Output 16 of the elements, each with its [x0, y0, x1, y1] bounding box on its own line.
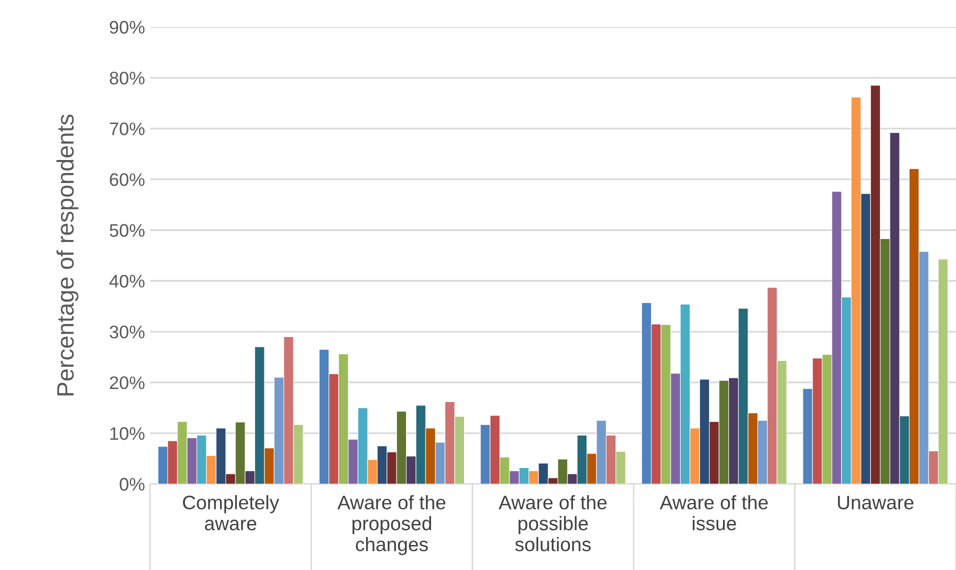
- y-tick-label: 60%: [110, 173, 144, 186]
- y-tick-label: 10%: [110, 427, 144, 440]
- y-tick-label: 40%: [109, 274, 144, 288]
- x-tick-label: Aware of the issue: [660, 495, 768, 530]
- y-tick-label: 0%: [120, 478, 144, 491]
- y-axis-title: Percentage of respondents: [56, 114, 78, 396]
- y-tick-label: 90%: [110, 20, 144, 34]
- x-tick-label: Aware of the proposed changes: [337, 495, 446, 556]
- y-tick-label: 80%: [110, 72, 144, 84]
- y-tick-label: 70%: [110, 122, 144, 136]
- x-tick-label: Unaware: [838, 496, 914, 510]
- x-tick-label: Aware of the possible solutions: [498, 495, 607, 552]
- y-tick-label: 50%: [110, 224, 144, 237]
- y-tick-label: 30%: [110, 326, 144, 338]
- y-tick-label: 20%: [110, 376, 144, 390]
- x-tick-label: Completely aware: [182, 495, 280, 530]
